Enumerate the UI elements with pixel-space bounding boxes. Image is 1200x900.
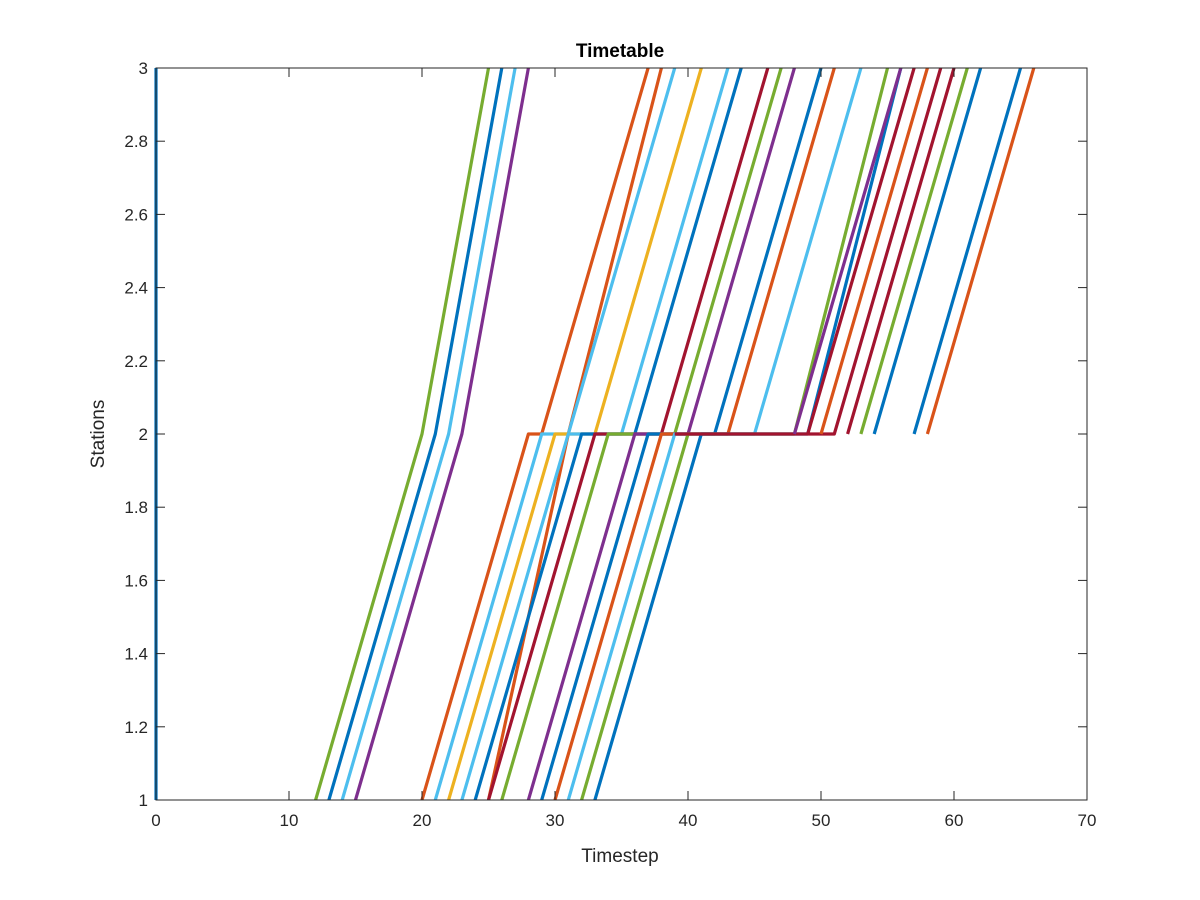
y-tick-label-3: 1.6 [124, 571, 148, 590]
series-line-5 [353, 67, 530, 801]
x-tick-label-5: 50 [812, 811, 831, 830]
y-tick-label-9: 2.8 [124, 132, 148, 151]
y-tick-label-2: 1.4 [124, 645, 148, 664]
x-axis-label: Timestep [581, 846, 658, 867]
series-line-3 [327, 67, 504, 801]
x-tick-label-0: 0 [151, 811, 160, 830]
x-tick-label-1: 10 [280, 811, 299, 830]
series-line-7 [420, 67, 650, 801]
y-axis-label: Stations [88, 400, 109, 469]
x-tick-label-7: 70 [1078, 811, 1097, 830]
x-tick-label-4: 40 [679, 811, 698, 830]
series-line-26 [872, 67, 983, 435]
series-line-2 [314, 67, 491, 801]
y-tick-label-4: 1.8 [124, 498, 148, 517]
series-layer [154, 67, 1036, 801]
series-line-22 [806, 67, 916, 435]
x-tick-label-6: 60 [945, 811, 964, 830]
series-line-27 [912, 67, 1023, 435]
y-tick-label-10: 3 [139, 59, 148, 78]
x-axis-ticks: 0 10 20 30 40 50 60 70 [151, 68, 1096, 830]
y-tick-label-8: 2.6 [124, 205, 148, 224]
chart-title: Timetable [576, 41, 664, 62]
series-line-21 [792, 67, 903, 435]
y-tick-label-0: 1 [139, 791, 148, 810]
x-tick-label-2: 20 [413, 811, 432, 830]
series-line-23 [819, 67, 929, 435]
y-axis-ticks: 1 1.2 1.4 1.6 1.8 2 2.2 2.4 2.6 2.8 3 [124, 59, 1087, 810]
series-line-4 [340, 67, 517, 801]
y-tick-label-1: 1.2 [124, 718, 148, 737]
y-tick-label-5: 2 [139, 425, 148, 444]
x-tick-label-3: 30 [546, 811, 565, 830]
y-tick-label-7: 2.4 [124, 279, 148, 298]
series-line-25 [859, 67, 969, 435]
y-tick-label-6: 2.2 [124, 352, 148, 371]
series-line-28 [925, 67, 1036, 435]
series-line-24 [846, 67, 956, 435]
series-line-20 [674, 67, 943, 436]
